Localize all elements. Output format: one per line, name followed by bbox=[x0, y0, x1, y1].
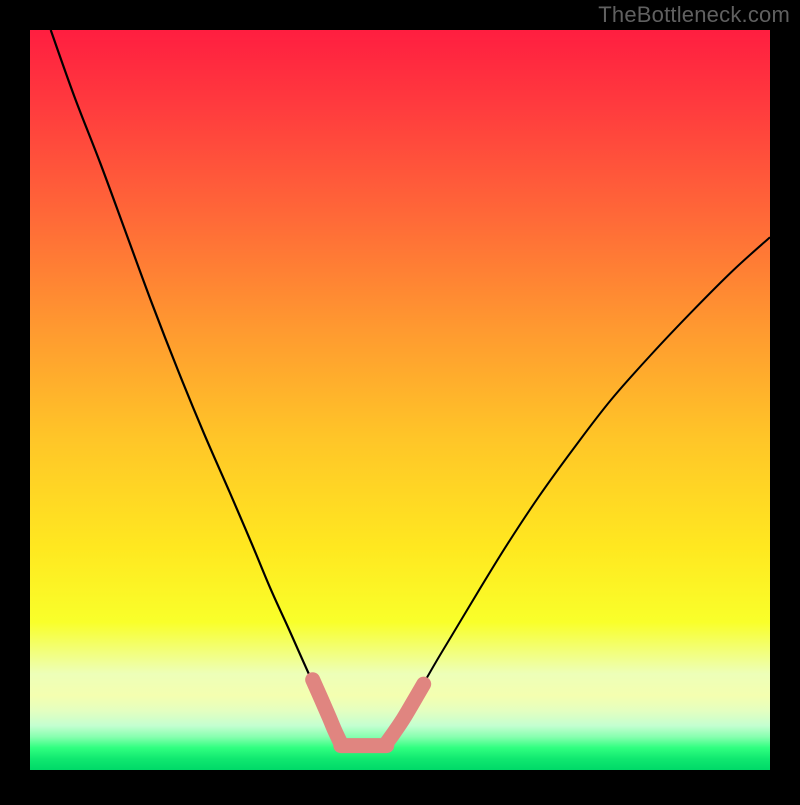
gradient-background bbox=[30, 30, 770, 770]
watermark-text: TheBottleneck.com bbox=[598, 2, 790, 28]
bottleneck-curve-chart bbox=[0, 0, 800, 800]
chart-container bbox=[0, 0, 800, 800]
